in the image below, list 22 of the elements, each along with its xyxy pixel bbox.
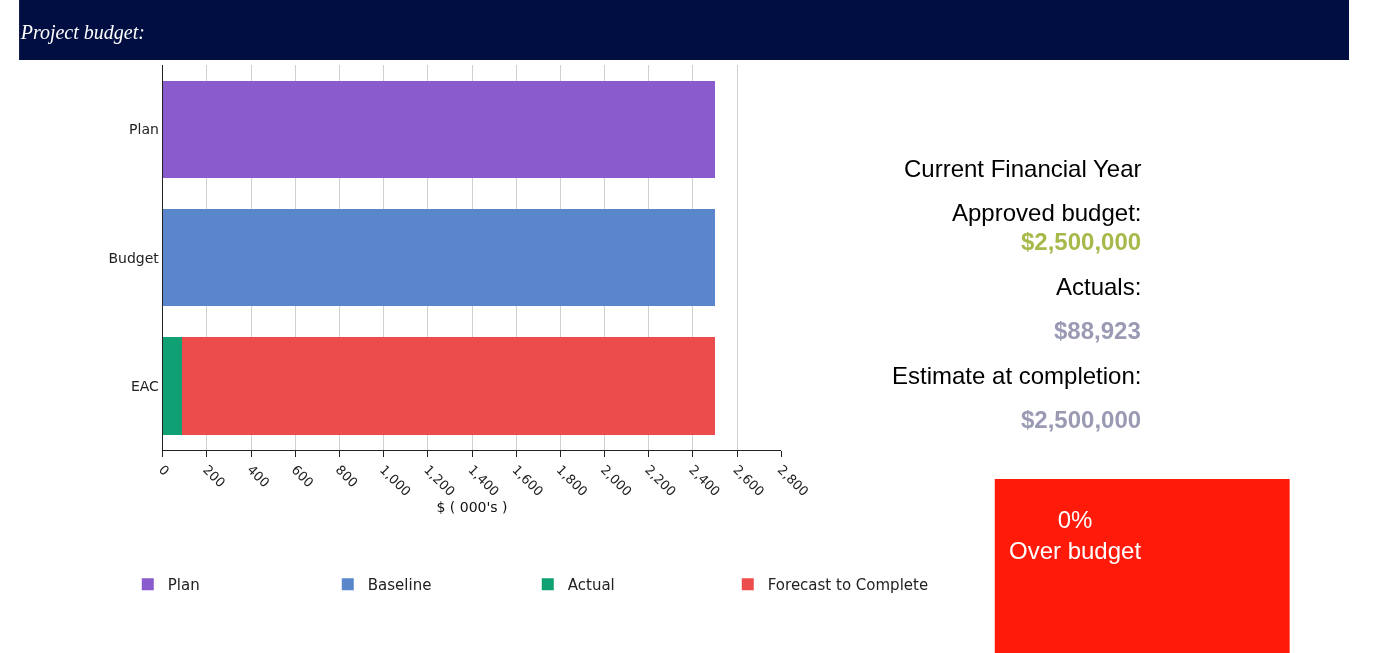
text: Estimate at completion:	[892, 362, 1142, 389]
legend-label: Forecast to Complete	[767, 576, 929, 595]
x-tick-label: 200	[200, 462, 229, 491]
text: Current Financial Year	[904, 155, 1142, 182]
text: 0% Over budget	[1009, 506, 1142, 565]
x-tick-label: 0	[155, 462, 173, 479]
text: Actuals:	[1056, 273, 1142, 300]
y-tick-label: Plan	[129, 121, 159, 138]
y-tick-label: Budget	[108, 249, 160, 266]
text: $2,500,000	[1021, 406, 1142, 433]
x-axis-title: $ ( 000's )	[436, 499, 508, 516]
legend-label: Baseline	[367, 576, 432, 595]
y-tick-label: EAC	[130, 377, 160, 394]
legend-label: Actual	[567, 576, 615, 595]
x-tick-label: 600	[288, 462, 317, 491]
chart-title: Project budget:	[19, 21, 145, 44]
text: $2,500,000	[1021, 228, 1142, 255]
legend-label: Plan	[167, 576, 200, 595]
text: $88,923	[1054, 317, 1141, 344]
x-tick-label: 400	[244, 462, 273, 491]
x-tick-label: 800	[332, 462, 361, 491]
text: Approved budget:	[952, 199, 1142, 226]
